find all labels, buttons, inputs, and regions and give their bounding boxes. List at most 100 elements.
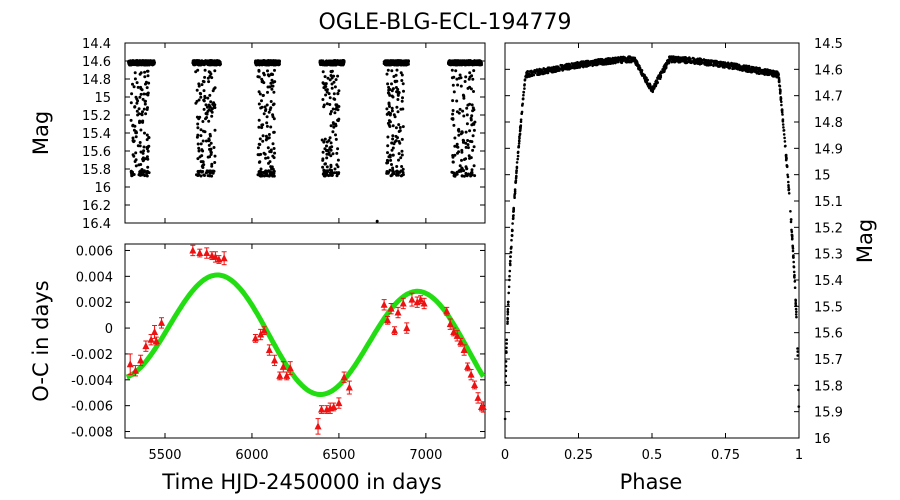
- oc-fit-curve: [125, 272, 486, 397]
- oc-marker: [335, 399, 343, 407]
- lc-point: [273, 80, 277, 84]
- lc-point: [201, 120, 205, 123]
- lc-point: [328, 147, 332, 151]
- lc-point: [448, 63, 451, 67]
- ph-point: [792, 265, 796, 268]
- ph-point: [789, 218, 793, 221]
- lc-point: [468, 59, 472, 63]
- ph-point: [758, 66, 761, 70]
- lc-point: [134, 151, 138, 155]
- ph-point: [786, 173, 789, 177]
- oc-data-point: [443, 306, 451, 316]
- lc-point: [460, 150, 464, 154]
- lc-point: [322, 82, 326, 86]
- lc-point: [270, 87, 274, 91]
- lc-point: [196, 157, 200, 161]
- lc-point: [142, 59, 146, 63]
- ph-point: [698, 59, 701, 62]
- lc-point: [386, 135, 390, 139]
- oc-data-point: [457, 337, 465, 347]
- ph-ytick-label: 16: [814, 432, 831, 447]
- lc-point: [470, 114, 474, 118]
- lc-point: [328, 136, 332, 140]
- ph-point: [508, 278, 511, 282]
- ph-point: [779, 97, 783, 100]
- lc-point: [385, 171, 389, 175]
- lc-point: [142, 170, 145, 174]
- lc-point: [475, 59, 479, 63]
- lc-point: [261, 134, 265, 138]
- ph-point: [510, 245, 513, 249]
- lc-point: [208, 155, 212, 159]
- oc-data-point: [387, 302, 395, 315]
- lc-point: [260, 126, 264, 130]
- lc-point: [390, 163, 393, 166]
- oc-marker: [467, 370, 475, 378]
- ph-point: [782, 129, 786, 132]
- lc-point: [209, 109, 213, 113]
- lc-point: [266, 156, 270, 160]
- oc-data-point: [220, 251, 228, 266]
- lc-point: [336, 118, 340, 122]
- ph-point: [504, 374, 508, 378]
- lc-point: [142, 63, 146, 66]
- lc-point: [202, 173, 206, 177]
- lc-point: [200, 170, 204, 174]
- lc-point: [128, 62, 132, 66]
- lc-point: [468, 129, 472, 133]
- ph-point: [620, 61, 623, 64]
- lc-point: [212, 169, 216, 173]
- lc-point: [277, 62, 281, 66]
- ph-point: [643, 75, 646, 78]
- oc-data-point: [137, 354, 145, 367]
- oc-marker: [457, 338, 465, 346]
- ph-ytick-label: 14.6: [814, 63, 843, 78]
- lc-point: [202, 80, 206, 84]
- lc-point: [385, 107, 389, 111]
- lc-ytick-label: 15.8: [82, 163, 111, 178]
- lc-point: [329, 124, 333, 128]
- lc-point: [141, 97, 145, 101]
- lc-point: [271, 142, 275, 146]
- lc-point: [464, 75, 468, 79]
- lc-point: [461, 62, 465, 66]
- lc-point: [458, 164, 462, 168]
- ph-point: [504, 364, 508, 368]
- oc-diagram-plot-frame: [124, 243, 486, 439]
- ph-point: [744, 64, 747, 68]
- ph-point: [791, 237, 794, 240]
- oc-data-point: [474, 392, 482, 404]
- lc-point: [454, 61, 458, 65]
- lc-point: [213, 161, 217, 164]
- ph-point: [551, 68, 555, 71]
- lc-point: [324, 88, 328, 92]
- oc-marker: [158, 318, 166, 326]
- lc-point: [213, 154, 217, 158]
- lc-point: [196, 142, 200, 146]
- lc-point: [132, 85, 136, 89]
- ph-point: [518, 135, 521, 138]
- ph-point: [515, 166, 519, 170]
- ph-point: [523, 83, 526, 86]
- lc-point: [131, 82, 134, 86]
- lc-point: [397, 152, 401, 156]
- lc-point: [322, 174, 326, 178]
- lc-point: [260, 105, 264, 109]
- lc-point: [142, 149, 146, 153]
- lc-point: [390, 148, 394, 152]
- lc-point: [208, 105, 212, 109]
- oc-marker: [391, 326, 399, 334]
- lc-point: [257, 153, 261, 157]
- ph-point: [519, 118, 523, 121]
- lc-point: [464, 157, 468, 161]
- oc-data-point: [464, 362, 472, 372]
- ph-point: [508, 262, 512, 265]
- ph-point: [700, 62, 703, 65]
- lc-point: [453, 153, 457, 157]
- lc-point: [466, 86, 470, 90]
- lc-point: [197, 149, 201, 153]
- lc-point: [257, 125, 261, 129]
- oc-data-point: [286, 361, 294, 376]
- lc-point: [459, 76, 463, 80]
- oc-data-point: [260, 326, 268, 336]
